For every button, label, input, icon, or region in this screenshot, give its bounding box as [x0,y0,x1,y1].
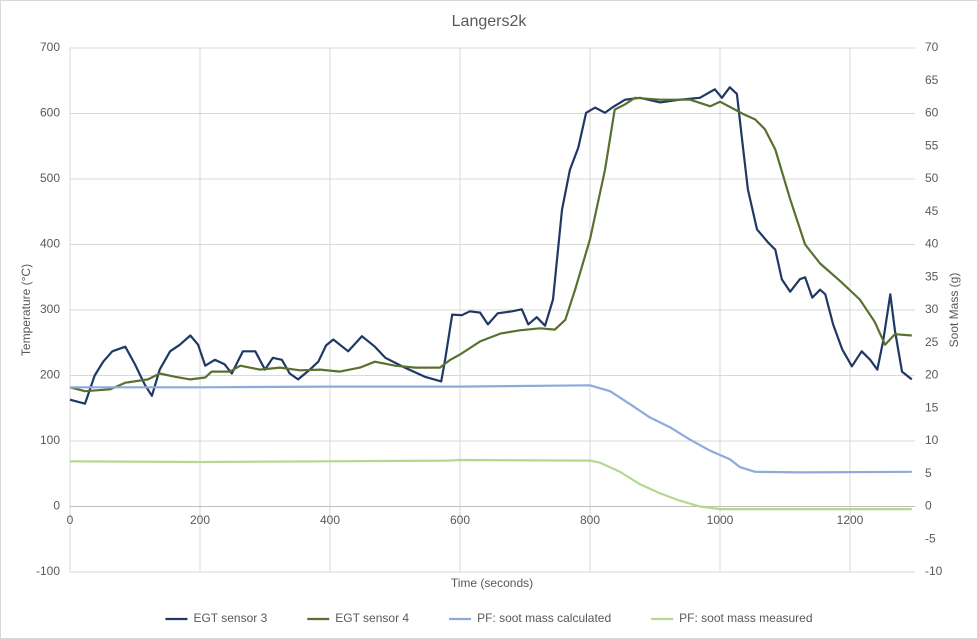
y2-tick-label: 5 [925,466,932,480]
y2-tick-label: -10 [925,564,943,578]
y2-tick-label: 70 [925,40,939,54]
legend-label: PF: soot mass calculated [477,611,611,625]
y2-tick-label: 0 [925,499,932,513]
x-tick-label: 400 [320,513,340,527]
y2-tick-label: 25 [925,335,939,349]
y-tick-label: 100 [40,433,60,447]
y-tick-label: 0 [53,499,60,513]
y2-tick-label: 50 [925,171,939,185]
y2-tick-label: 35 [925,269,939,283]
y-tick-label: 200 [40,368,60,382]
y2-axis-label: Soot Mass (g) [947,273,961,348]
y-axis-label: Temperature (°C) [19,264,33,356]
series-line [69,458,912,511]
legend-label: PF: soot mass measured [679,611,812,625]
y2-tick-label: 10 [925,433,939,447]
series-line [69,86,913,405]
y2-tick-label: 45 [925,204,939,218]
y-tick-label: 700 [40,40,60,54]
x-tick-label: 600 [450,513,470,527]
x-tick-label: 1000 [707,513,734,527]
y-tick-label: 600 [40,106,60,120]
x-axis-label: Time (seconds) [451,576,533,590]
y-tick-label: 500 [40,171,60,185]
x-tick-label: 200 [190,513,210,527]
y2-tick-label: 15 [925,400,939,414]
y-tick-label: 300 [40,302,60,316]
x-tick-label: 0 [67,513,74,527]
chart-title: Langers2k [452,13,528,30]
y2-tick-label: 55 [925,138,939,152]
y2-tick-label: 60 [925,106,939,120]
y-tick-label: 400 [40,237,60,251]
legend-label: EGT sensor 4 [335,611,409,625]
series-line [69,96,912,393]
y2-tick-label: 40 [925,237,939,251]
y2-tick-label: -5 [925,531,936,545]
y2-tick-label: 30 [925,302,939,316]
series-line [70,384,912,474]
y2-tick-label: 65 [925,73,939,87]
x-tick-label: 800 [580,513,600,527]
legend-label: EGT sensor 3 [193,611,267,625]
y2-tick-label: 20 [925,368,939,382]
y-tick-label: -100 [36,564,60,578]
x-tick-label: 1200 [837,513,864,527]
